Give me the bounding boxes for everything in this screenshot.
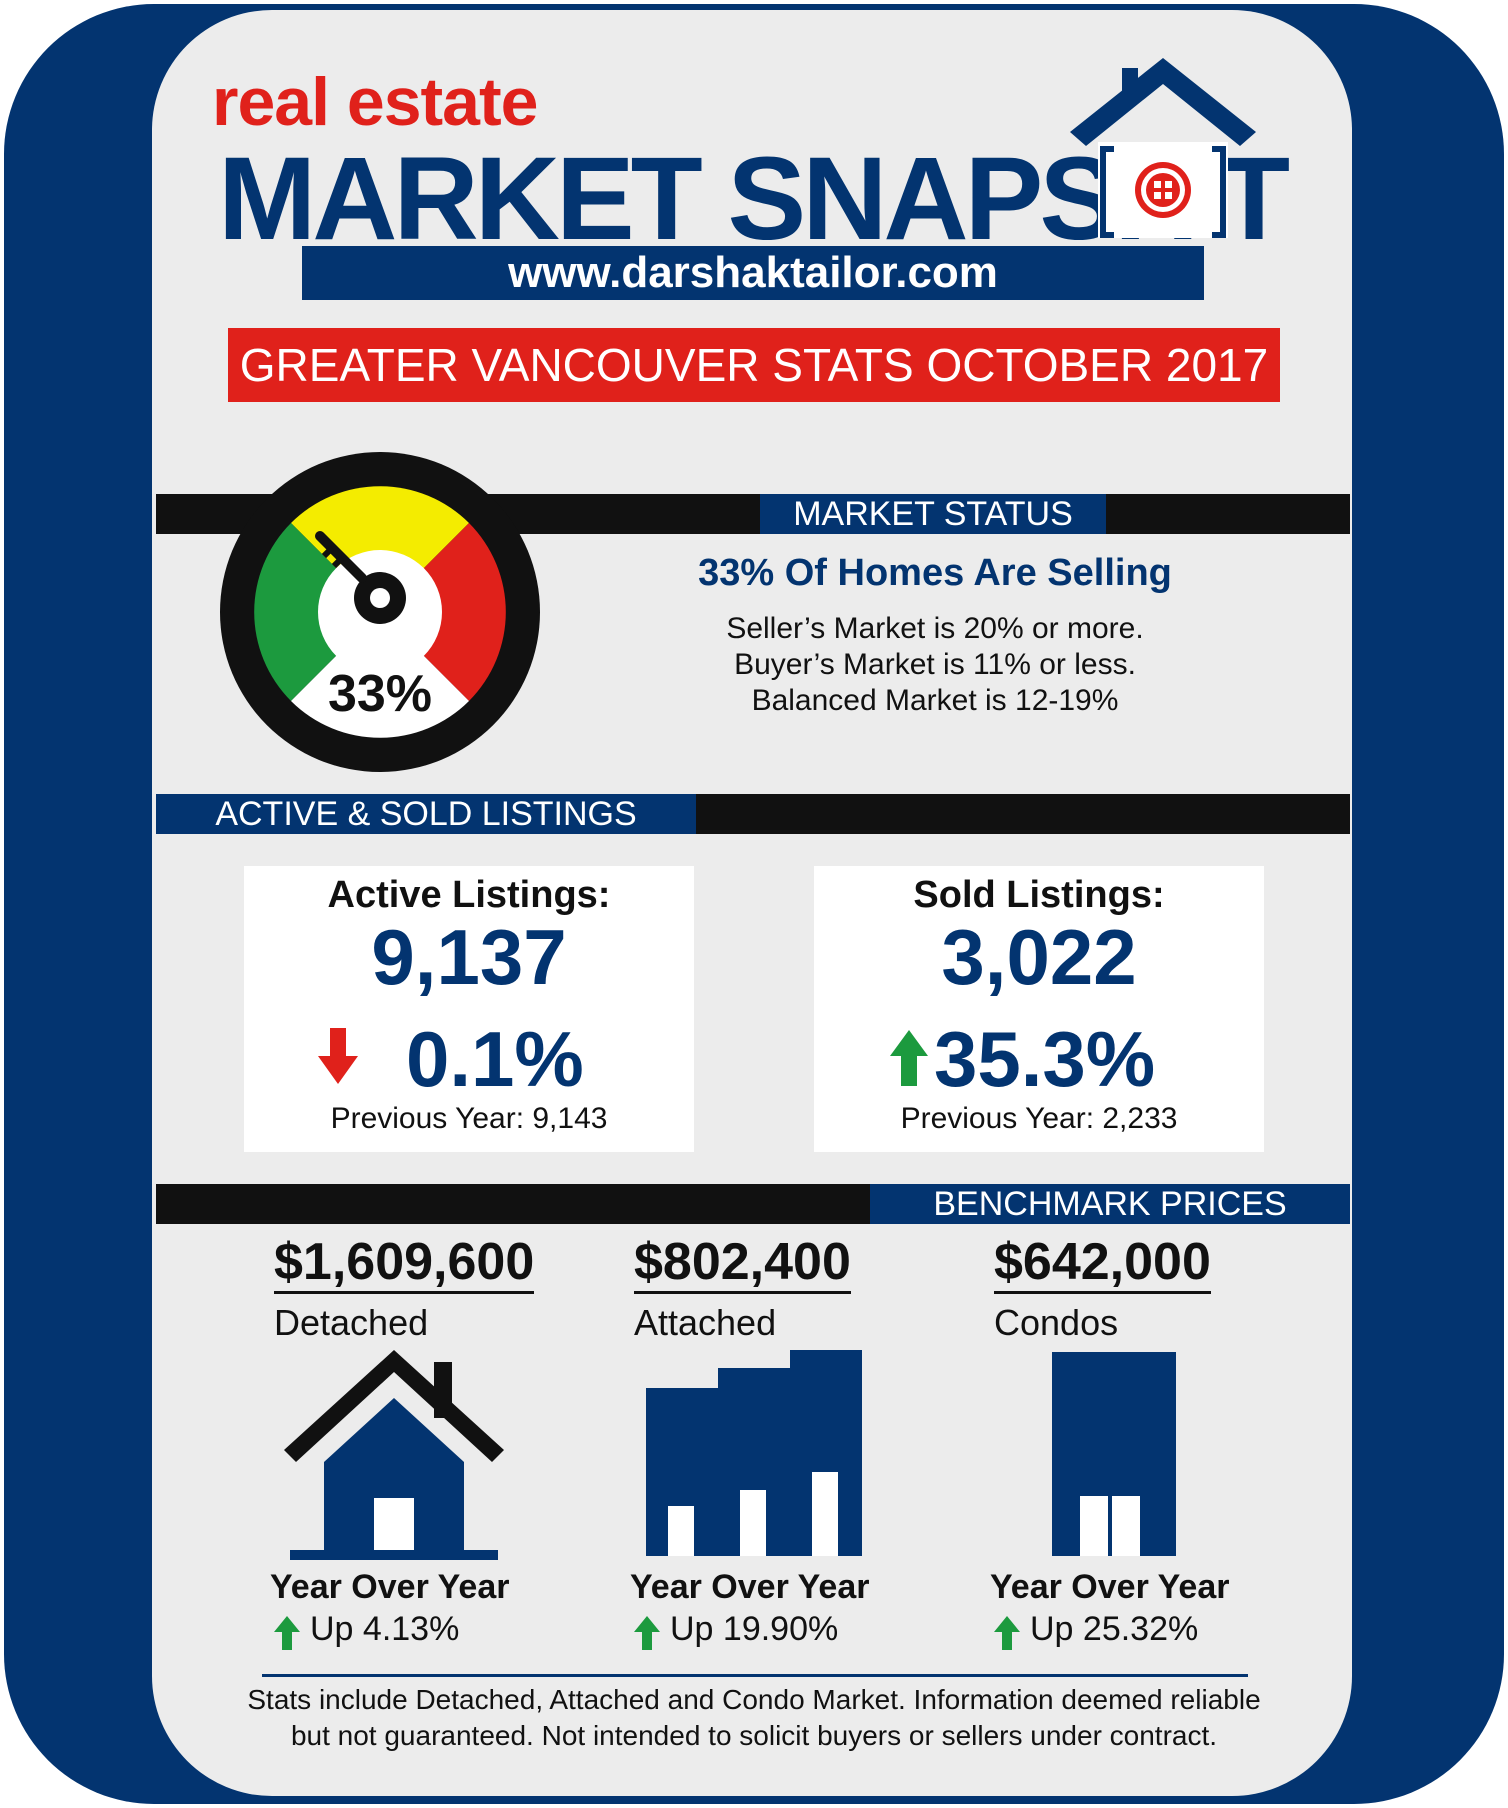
townhouse-icon (646, 1350, 862, 1556)
attached-yoy-value: Up 19.90% (670, 1610, 839, 1648)
detached-up-arrow-icon (274, 1616, 300, 1650)
up-arrow-icon (890, 1030, 928, 1086)
title-end-letter: T (1218, 133, 1291, 265)
sold-listings-change: 35.3% (934, 1015, 1156, 1103)
condo-up-arrow-icon (994, 1616, 1020, 1650)
market-status-line-1: Seller’s Market is 20% or more. (726, 612, 1144, 645)
active-listings-title: Active Listings: (327, 874, 611, 916)
sold-listings-value: 3,022 (941, 913, 1137, 1001)
detached-yoy-value: Up 4.13% (310, 1610, 460, 1648)
attached-up-arrow-icon (634, 1616, 660, 1650)
footer-divider (262, 1674, 1248, 1677)
stats-banner: GREATER VANCOUVER STATS OCTOBER 2017 (228, 328, 1280, 402)
footer-disclaimer-line-1: Stats include Detached, Attached and Con… (247, 1684, 1261, 1715)
house-icon (284, 1350, 504, 1560)
market-status-line-3: Balanced Market is 12-19% (751, 684, 1119, 717)
house-logo-icon (1070, 58, 1256, 238)
title-market-snapshot-text: MARKET SNAPSH (218, 133, 1199, 265)
sold-listings-previous: Previous Year: 2,233 (900, 1102, 1178, 1135)
market-status-label: MARKET STATUS (760, 494, 1106, 534)
active-listings-previous: Previous Year: 9,143 (330, 1102, 608, 1135)
title-real-estate: real estate (212, 64, 538, 140)
market-gauge-icon (220, 452, 540, 772)
sold-listings-card (814, 866, 1264, 1152)
condo-yoy-value: Up 25.32% (1030, 1610, 1199, 1648)
sold-listings-title: Sold Listings: (913, 874, 1165, 916)
detached-price: $1,609,600 (274, 1233, 535, 1295)
active-listings-card (244, 866, 694, 1152)
footer-disclaimer-line-2: but not guaranteed. Not intended to soli… (290, 1720, 1218, 1751)
website-url[interactable]: www.darshaktailor.com (508, 248, 998, 297)
detached-yoy-label: Year Over Year (270, 1568, 510, 1606)
detached-label: Detached (274, 1302, 429, 1343)
url-bar (302, 246, 1204, 300)
attached-price: $802,400 (634, 1233, 851, 1295)
condo-icon (1052, 1352, 1176, 1556)
attached-label: Attached (634, 1302, 777, 1343)
condo-price: $642,000 (994, 1233, 1211, 1295)
active-listings-change: 0.1% (406, 1015, 584, 1103)
active-listings-value: 9,137 (371, 913, 567, 1001)
benchmark-label: BENCHMARK PRICES (870, 1184, 1350, 1224)
gauge-value: 33% (327, 665, 433, 723)
attached-yoy-label: Year Over Year (630, 1568, 870, 1606)
market-status-line-2: Buyer’s Market is 11% or less. (734, 648, 1136, 681)
title-market-snapshot: MARKET SNAPSH (218, 140, 1199, 258)
down-arrow-icon (318, 1028, 358, 1084)
market-status-headline: 33% Of Homes Are Selling (698, 552, 1172, 594)
condo-label: Condos (994, 1302, 1119, 1343)
condo-yoy-label: Year Over Year (990, 1568, 1230, 1606)
listings-label: ACTIVE & SOLD LISTINGS (156, 794, 696, 834)
